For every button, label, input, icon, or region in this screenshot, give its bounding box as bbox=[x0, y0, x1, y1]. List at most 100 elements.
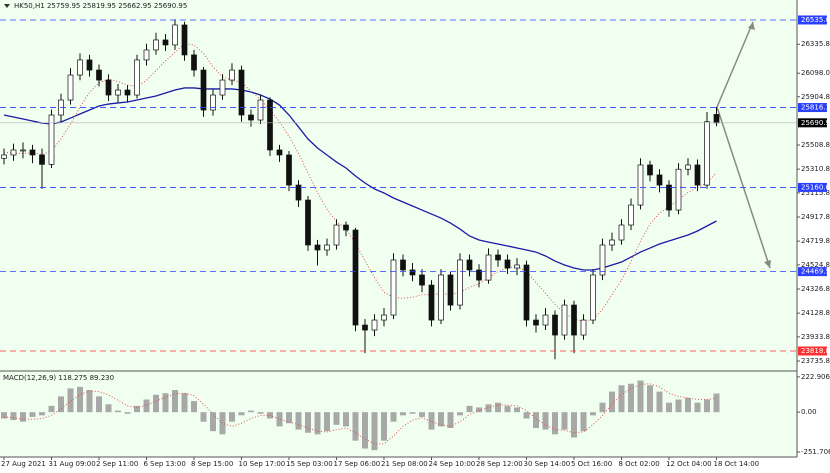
arrow-head bbox=[764, 260, 771, 268]
level-label: 25160.63 bbox=[801, 183, 830, 191]
macd-bar bbox=[457, 412, 463, 416]
macd-bar bbox=[343, 412, 349, 427]
macd-bar bbox=[134, 405, 140, 413]
x-tick-label: 2 Sep 11:00 bbox=[96, 460, 138, 468]
plot-background bbox=[0, 0, 797, 457]
macd-bar bbox=[286, 412, 292, 424]
candle-body bbox=[438, 274, 444, 321]
y-tick-label: 25508.80 bbox=[801, 141, 830, 149]
y-tick-label: 24917.80 bbox=[801, 213, 830, 221]
candle-body bbox=[219, 79, 226, 96]
y-tick-label: 25310.80 bbox=[801, 165, 830, 173]
x-tick-label: 8 Sep 15:00 bbox=[191, 460, 233, 468]
candle-body bbox=[514, 264, 520, 269]
macd-bar bbox=[571, 412, 577, 438]
candle-body bbox=[466, 259, 473, 271]
candle-body bbox=[181, 24, 188, 56]
macd-title: MACD(12,26,9) bbox=[3, 374, 56, 382]
menu-icon bbox=[4, 4, 10, 8]
candle-body bbox=[571, 304, 577, 336]
candle-body bbox=[105, 79, 112, 96]
candle-body bbox=[229, 69, 235, 81]
candle-body bbox=[276, 149, 283, 156]
candle-body bbox=[419, 274, 425, 286]
candle-body bbox=[314, 244, 321, 251]
level-label: 26535.00 bbox=[801, 16, 830, 24]
macd-bar bbox=[618, 385, 625, 413]
macd-bar bbox=[647, 385, 653, 413]
macd-bar bbox=[485, 404, 492, 413]
x-tick-label: 28 Sep 12:00 bbox=[476, 460, 523, 468]
candle-body bbox=[400, 259, 406, 271]
macd-bar bbox=[447, 412, 454, 428]
candle-body bbox=[67, 74, 74, 101]
level-label: 23818.00 bbox=[801, 347, 830, 355]
candle-body bbox=[324, 244, 330, 251]
macd-bar bbox=[67, 388, 74, 413]
candle-body bbox=[257, 99, 264, 121]
candle-body bbox=[704, 121, 710, 186]
macd-bar bbox=[39, 412, 45, 416]
x-tick-label: 17 Sep 06:00 bbox=[334, 460, 381, 468]
y-tick-label: 26335.80 bbox=[801, 40, 830, 48]
macd-bar bbox=[713, 393, 720, 413]
x-tick-label: 21 Sep 08:00 bbox=[381, 460, 428, 468]
macd-bar bbox=[248, 410, 254, 413]
x-tick-label: 12 Oct 04:00 bbox=[666, 460, 712, 468]
y-tick-label: 24719.80 bbox=[801, 237, 830, 245]
candle-body bbox=[343, 224, 349, 231]
candle-body bbox=[485, 254, 492, 281]
drawn-arrow bbox=[716, 21, 754, 108]
x-tick-label: 24 Sep 10:00 bbox=[429, 460, 476, 468]
candle-body bbox=[609, 239, 615, 246]
candle-body bbox=[20, 149, 26, 152]
candle-body bbox=[580, 319, 587, 336]
macd-bar bbox=[86, 390, 93, 413]
candle-body bbox=[124, 89, 131, 96]
arrow-head bbox=[748, 22, 755, 30]
symbol-label: HK50,H1 25759.95 25819.95 25662.95 25690… bbox=[14, 2, 187, 10]
candle-body bbox=[77, 59, 83, 76]
candle-body bbox=[599, 244, 606, 276]
candle-body bbox=[675, 168, 682, 211]
macd-bar bbox=[96, 396, 102, 413]
macd-bar bbox=[599, 402, 606, 413]
current-price-bg bbox=[798, 118, 827, 128]
macd-bar bbox=[172, 390, 178, 413]
macd-bar bbox=[58, 396, 64, 413]
macd-bar bbox=[124, 412, 131, 414]
macd-bar bbox=[675, 399, 682, 413]
level-label-bg bbox=[798, 15, 827, 25]
candle-body bbox=[656, 174, 663, 186]
candle-body bbox=[96, 69, 102, 81]
current-price-label: 25690.95 bbox=[801, 119, 830, 127]
candle-body bbox=[713, 114, 720, 124]
last-high: 25819.95 bbox=[83, 2, 116, 10]
x-tick-label: 27 Aug 2021 bbox=[1, 460, 46, 468]
macd-bar bbox=[590, 412, 596, 416]
macd-bar bbox=[229, 412, 235, 422]
macd-label: MACD(12,26,9) 118.275 89.230 bbox=[3, 374, 114, 382]
candle-body bbox=[143, 49, 150, 61]
candle-body bbox=[428, 284, 435, 321]
candle-body bbox=[457, 259, 463, 306]
macd-bar bbox=[381, 412, 387, 441]
signal-line bbox=[3, 383, 717, 445]
macd-bar bbox=[542, 412, 549, 430]
candle-body bbox=[381, 314, 387, 321]
macd-bar bbox=[324, 412, 330, 432]
level-label: 25816.19 bbox=[801, 104, 830, 112]
candle-body bbox=[39, 154, 45, 165]
candle-body bbox=[371, 319, 378, 331]
candle-body bbox=[647, 164, 653, 176]
macd-bar bbox=[115, 410, 121, 413]
macd-bar bbox=[495, 402, 501, 413]
level-label-bg bbox=[798, 103, 827, 113]
y-tick-label: 26098.00 bbox=[801, 69, 830, 77]
candle-body bbox=[476, 269, 482, 281]
macd-bar bbox=[561, 412, 568, 430]
candle-body bbox=[162, 39, 169, 46]
macd-bar bbox=[362, 412, 368, 449]
macd-bar bbox=[162, 393, 169, 413]
macd-bar bbox=[666, 402, 672, 413]
